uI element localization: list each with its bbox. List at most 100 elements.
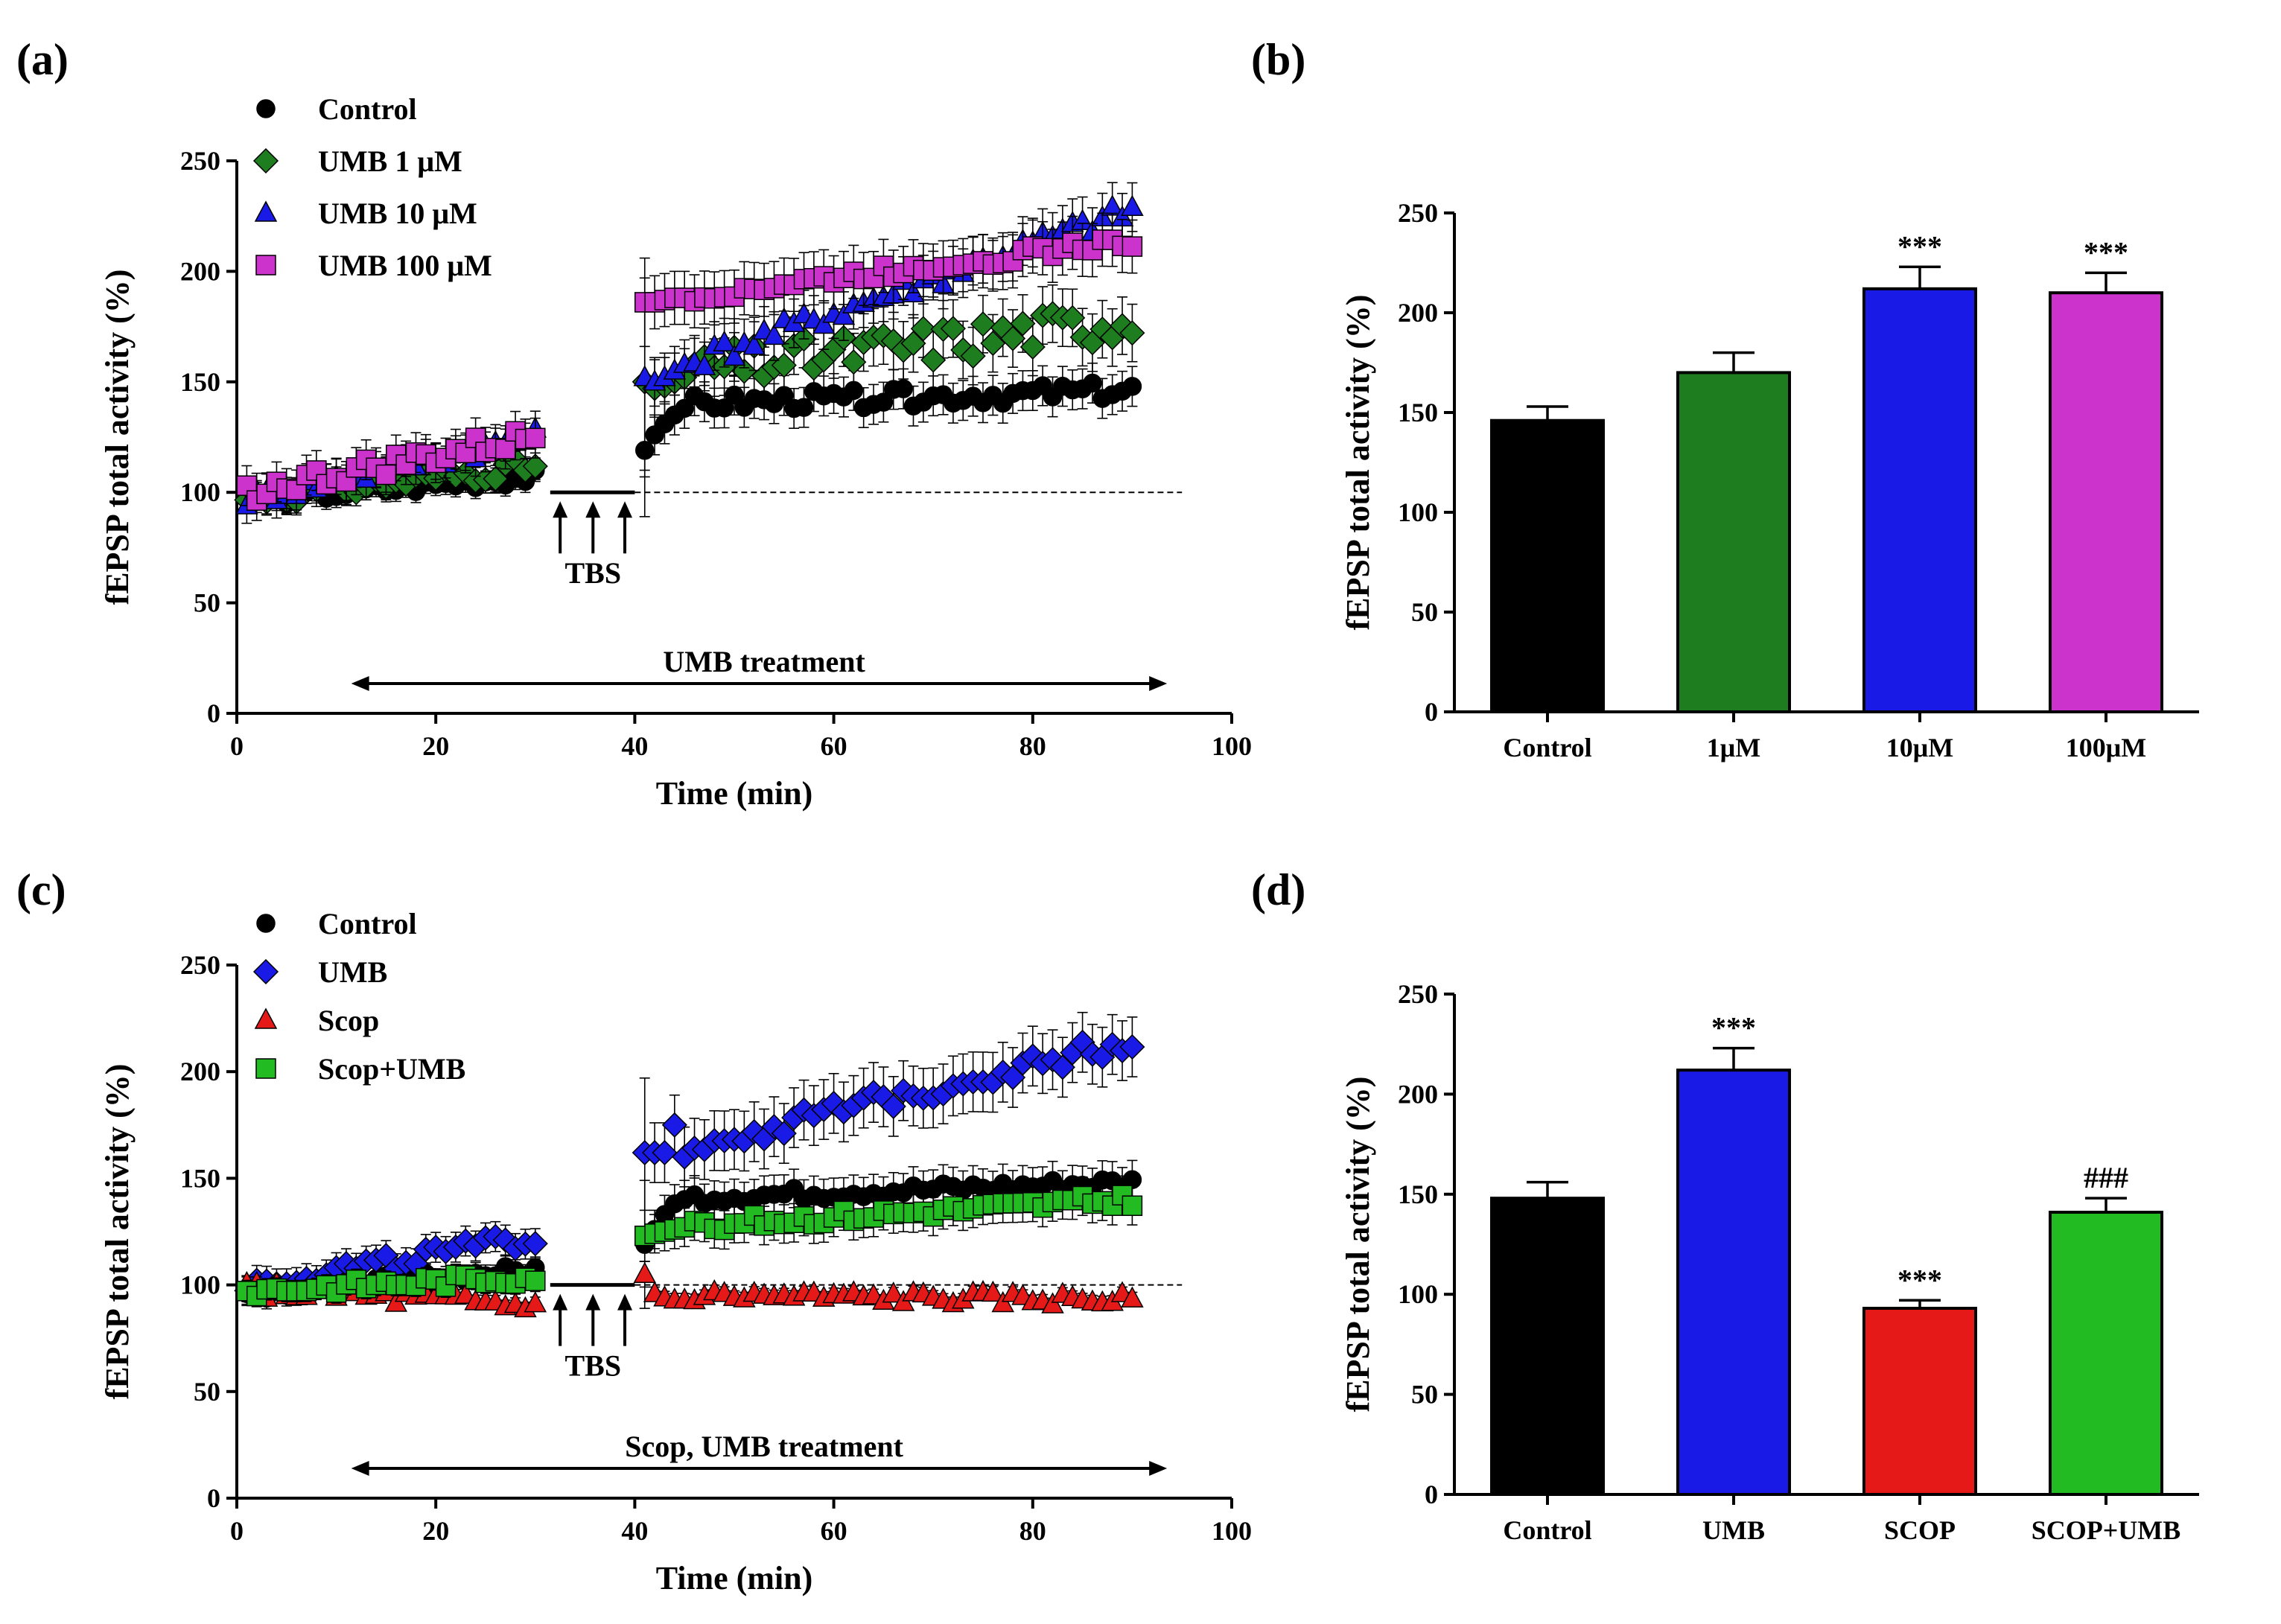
data-point bbox=[524, 1290, 547, 1313]
category-label-1um: 1μM bbox=[1707, 733, 1760, 762]
series-scop bbox=[235, 1261, 1144, 1318]
data-point bbox=[894, 379, 913, 398]
y-tick-label: 50 bbox=[194, 1377, 220, 1407]
y-axis-title: fEPSP total activity (%) bbox=[1340, 295, 1376, 631]
bar-control bbox=[1490, 1197, 1605, 1497]
tbs-arrow-head bbox=[617, 501, 633, 518]
data-point bbox=[1119, 320, 1145, 346]
data-point bbox=[940, 316, 966, 342]
data-point bbox=[714, 398, 734, 418]
data-point bbox=[1083, 373, 1102, 393]
category-label-10um: 10μM bbox=[1886, 733, 1953, 762]
data-point bbox=[771, 352, 797, 378]
data-point bbox=[652, 1139, 678, 1166]
y-tick-label: 100 bbox=[180, 477, 220, 507]
y-tick-label: 250 bbox=[180, 146, 220, 176]
treatment-label: Scop, UMB treatment bbox=[625, 1430, 903, 1463]
x-axis-title: Time (min) bbox=[656, 775, 813, 812]
tbs-arrow-head bbox=[585, 501, 601, 518]
data-point bbox=[1122, 236, 1143, 257]
bar-control bbox=[1490, 418, 1605, 713]
x-tick-label: 20 bbox=[422, 731, 449, 761]
treatment-arrow-left bbox=[351, 676, 369, 691]
y-tick-label: 200 bbox=[180, 1057, 220, 1086]
bar-scop-umb bbox=[2049, 1210, 2163, 1496]
y-tick-label: 250 bbox=[1398, 198, 1438, 228]
x-tick-label: 80 bbox=[1019, 1516, 1046, 1546]
legend-marker-control bbox=[256, 99, 276, 118]
legend-label-umb: UMB bbox=[318, 955, 387, 989]
legend-label-control: Control bbox=[318, 907, 417, 940]
y-tick-label: 150 bbox=[1398, 398, 1438, 427]
data-point bbox=[1000, 325, 1026, 351]
significance-100um: *** bbox=[2084, 235, 2128, 269]
y-tick-label: 100 bbox=[1398, 497, 1438, 527]
y-tick-label: 0 bbox=[207, 698, 220, 728]
data-point bbox=[880, 1093, 906, 1119]
bar-umb bbox=[1676, 1069, 1791, 1497]
data-point bbox=[525, 427, 546, 449]
x-tick-label: 100 bbox=[1212, 731, 1252, 761]
y-tick-label: 0 bbox=[207, 1483, 220, 1513]
data-point bbox=[874, 392, 894, 412]
y-tick-label: 50 bbox=[194, 588, 220, 618]
y-tick-label: 200 bbox=[1398, 298, 1438, 328]
panel-label-a: (a) bbox=[16, 35, 69, 84]
data-point bbox=[722, 344, 746, 366]
legend-marker-scop bbox=[254, 1007, 278, 1029]
y-tick-label: 150 bbox=[180, 367, 220, 397]
significance-scop-umb: ### bbox=[2084, 1161, 2128, 1194]
y-tick-label: 250 bbox=[180, 950, 220, 980]
y-tick-label: 0 bbox=[1425, 1480, 1438, 1509]
tbs-arrow-head bbox=[585, 1293, 601, 1311]
data-point bbox=[494, 439, 516, 459]
legend-marker-umb bbox=[252, 958, 279, 985]
legend-label-control: Control bbox=[318, 92, 417, 126]
x-tick-label: 80 bbox=[1019, 731, 1046, 761]
data-point bbox=[522, 1231, 548, 1257]
tbs-arrow-head bbox=[553, 1293, 568, 1311]
category-label-scop-umb: SCOP+UMB bbox=[2032, 1515, 2181, 1545]
x-tick-label: 0 bbox=[230, 1516, 244, 1546]
data-point bbox=[1060, 305, 1086, 331]
tbs-arrow-head bbox=[617, 1293, 633, 1311]
data-point bbox=[882, 1281, 906, 1303]
significance-scop: *** bbox=[1897, 1263, 1942, 1296]
x-tick-label: 0 bbox=[230, 731, 244, 761]
x-tick-label: 100 bbox=[1212, 1516, 1252, 1546]
legend-label-scop-umb: Scop+UMB bbox=[318, 1052, 465, 1086]
data-point bbox=[1121, 194, 1144, 216]
legend-marker-umb-10-um bbox=[254, 200, 278, 222]
series-scop-umb bbox=[236, 1175, 1143, 1308]
data-point bbox=[794, 398, 814, 417]
panel-label-b: (b) bbox=[1251, 35, 1305, 84]
legend-marker-control bbox=[256, 914, 276, 933]
data-point bbox=[693, 354, 716, 375]
data-point bbox=[960, 343, 986, 369]
y-tick-label: 150 bbox=[1398, 1179, 1438, 1209]
y-axis-title: fEPSP total activity (%) bbox=[99, 270, 136, 605]
panel-label-c: (c) bbox=[16, 865, 66, 914]
bar-scop bbox=[1862, 1307, 1977, 1496]
legend-label-scop: Scop bbox=[318, 1004, 379, 1037]
x-tick-label: 40 bbox=[621, 731, 648, 761]
x-tick-label: 60 bbox=[821, 1516, 847, 1546]
y-tick-label: 250 bbox=[1398, 979, 1438, 1009]
data-point bbox=[982, 1280, 1005, 1302]
data-point bbox=[763, 323, 786, 346]
y-tick-label: 50 bbox=[1411, 1380, 1438, 1410]
data-point bbox=[375, 464, 397, 485]
data-point bbox=[522, 453, 548, 480]
data-point bbox=[1122, 1195, 1143, 1216]
data-point bbox=[832, 303, 856, 325]
data-point bbox=[713, 330, 736, 351]
category-label-100um: 100μM bbox=[2066, 733, 2146, 762]
data-point bbox=[1010, 311, 1036, 337]
legend-marker-umb-100-um bbox=[255, 255, 276, 276]
y-axis-title: fEPSP total activity (%) bbox=[99, 1064, 136, 1400]
data-point bbox=[1121, 1286, 1144, 1308]
data-point bbox=[525, 1270, 546, 1291]
legend-marker-umb-1-um bbox=[252, 147, 279, 174]
